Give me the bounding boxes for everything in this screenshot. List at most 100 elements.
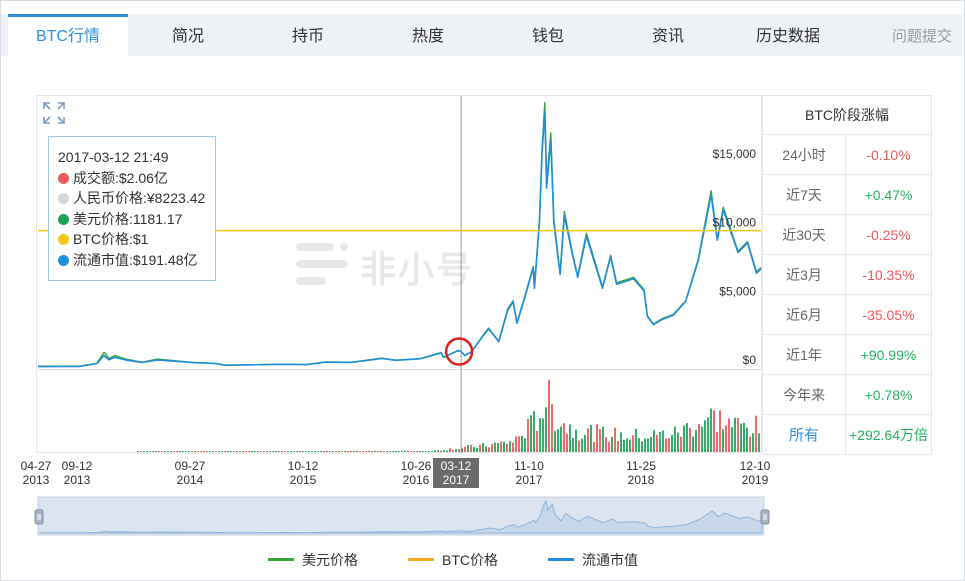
volume-bar — [635, 428, 637, 452]
period-label[interactable]: 近1年 — [762, 334, 846, 375]
x-tick-date: 09-27 — [174, 459, 206, 473]
legend-swatch — [268, 558, 294, 561]
volume-bar — [227, 451, 229, 452]
volume-bar — [161, 451, 163, 452]
volume-bar — [473, 447, 475, 452]
volume-bar — [404, 450, 406, 452]
volume-bar — [245, 451, 247, 452]
tab-holdings[interactable]: 持币 — [291, 28, 324, 45]
range-handle-icon[interactable] — [760, 509, 770, 525]
volume-bar — [758, 433, 760, 452]
volume-bar — [722, 429, 724, 452]
volume-bar — [512, 442, 514, 452]
volume-bar — [662, 430, 664, 452]
volume-bar — [611, 436, 613, 452]
period-row[interactable]: 近30天 -0.25% — [762, 214, 932, 255]
x-tick-year: 2017 — [442, 473, 470, 487]
x-tick-label: 10-26 2016 — [391, 459, 441, 487]
legend-label: 流通市值 — [582, 552, 638, 568]
volume-bar — [455, 449, 457, 452]
volume-bar — [650, 437, 652, 452]
tab-wallet[interactable]: 钱包 — [531, 28, 564, 45]
volume-bar — [428, 450, 430, 452]
period-label[interactable]: 近7天 — [762, 174, 846, 215]
volume-bar — [713, 410, 715, 452]
volume-bar — [482, 443, 484, 452]
volume-bar — [314, 451, 316, 452]
volume-bar — [464, 446, 466, 452]
x-tick-year: 2016 — [402, 473, 430, 487]
period-label[interactable]: 近30天 — [762, 214, 846, 255]
volume-bar — [302, 450, 304, 452]
period-label[interactable]: 今年来 — [762, 374, 846, 415]
fullscreen-icon[interactable] — [42, 101, 66, 125]
tab-history-data[interactable]: 历史数据 — [755, 28, 820, 45]
volume-bar — [230, 451, 232, 452]
x-tick-year: 2018 — [627, 473, 655, 487]
volume-bar — [242, 451, 244, 452]
volume-bar — [257, 451, 259, 452]
volume-bar — [158, 451, 160, 452]
tab-popularity[interactable]: 热度 — [411, 28, 444, 45]
volume-bar — [449, 448, 451, 452]
volume-bar — [701, 426, 703, 452]
x-tick-year: 2019 — [741, 473, 769, 487]
tooltip-row-text: 美元价格:1181.17 — [73, 210, 183, 227]
volume-bar — [485, 446, 487, 452]
volume-bar — [644, 438, 646, 452]
period-value: +0.78% — [845, 374, 932, 415]
volume-bar — [395, 451, 397, 452]
chart-area[interactable] — [36, 95, 762, 453]
period-row[interactable]: 近1年 +90.99% — [762, 334, 932, 375]
tab-btc-market[interactable]: BTC行情 — [8, 14, 128, 56]
volume-bar — [143, 451, 145, 452]
volume-bar — [407, 450, 409, 452]
volume-bar — [332, 450, 334, 452]
tab-news[interactable]: 资讯 — [651, 28, 684, 45]
volume-bar — [536, 430, 538, 452]
period-row[interactable]: 近6月 -35.05% — [762, 294, 932, 335]
tab-overview[interactable]: 简况 — [171, 28, 204, 45]
volume-bar — [137, 451, 139, 452]
period-value: -0.25% — [845, 214, 932, 255]
volume-bar — [563, 423, 565, 452]
volume-bar — [434, 450, 436, 452]
volume-bar — [206, 451, 208, 452]
volume-bar — [551, 404, 553, 452]
volume-bar — [740, 423, 742, 452]
volume-bar — [323, 451, 325, 452]
period-row[interactable]: 24小时 -0.10% — [762, 134, 932, 175]
period-label[interactable]: 所有 — [762, 414, 846, 455]
volume-bar — [755, 415, 757, 452]
volume-bar — [380, 450, 382, 452]
period-row[interactable]: 近7天 +0.47% — [762, 174, 932, 215]
volume-bar — [602, 426, 604, 452]
volume-bar — [215, 451, 217, 452]
dot-icon — [58, 254, 69, 266]
volume-bar — [488, 447, 490, 452]
volume-bar — [305, 451, 307, 452]
legend-label: 美元价格 — [302, 552, 358, 568]
volume-bar — [146, 451, 148, 452]
range-handle-icon[interactable] — [34, 509, 44, 525]
x-tick-date: 11-25 — [626, 459, 656, 473]
period-label[interactable]: 近3月 — [762, 254, 846, 295]
period-row[interactable]: 所有 +292.64万倍 — [762, 414, 932, 455]
volume-bar — [665, 438, 667, 452]
tooltip-row-usd: 美元价格:1181.17 — [58, 209, 215, 230]
period-label[interactable]: 近6月 — [762, 294, 846, 335]
period-row[interactable]: 近3月 -10.35% — [762, 254, 932, 295]
volume-bar — [368, 450, 370, 452]
volume-bar — [272, 451, 274, 452]
volume-bar — [674, 426, 676, 452]
volume-bar — [299, 451, 301, 452]
volume-bar — [167, 451, 169, 452]
tab-submit-issue[interactable]: 问题提交 — [891, 28, 952, 45]
period-row[interactable]: 今年来 +0.78% — [762, 374, 932, 415]
y-tick-label: $10,000 — [713, 216, 757, 230]
x-tick-date: 09-12 — [61, 459, 93, 473]
volume-bar — [503, 441, 505, 452]
volume-bar — [554, 430, 556, 452]
period-label[interactable]: 24小时 — [762, 134, 846, 175]
x-tick-date: 11-10 — [514, 459, 544, 473]
